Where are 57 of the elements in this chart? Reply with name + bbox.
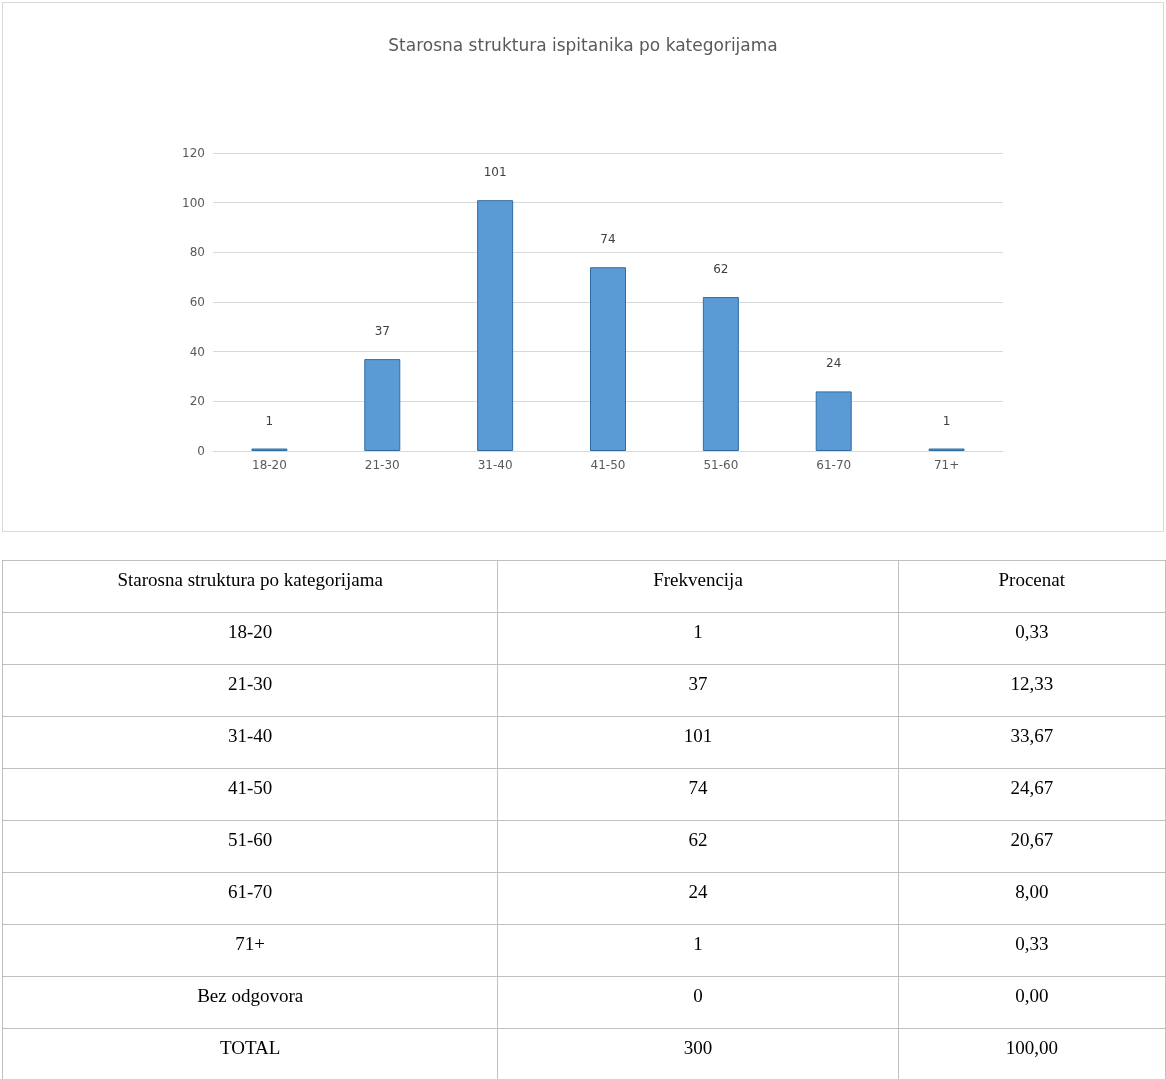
data-label: 1 [942, 413, 951, 428]
data-label: 101 [483, 165, 507, 180]
x-tick-label: 21-30 [364, 458, 400, 472]
data-label: 62 [497, 820, 898, 873]
category-label: Bez odgovora [2, 976, 498, 1029]
y-tick-label: 80 [189, 245, 205, 260]
y-tick-label: 0 [197, 444, 205, 458]
bar [364, 359, 401, 451]
data-label: 0,33 [898, 924, 1166, 977]
text: Procenat [898, 560, 1166, 613]
x-tick-label: 61-70 [816, 458, 852, 472]
data-label: 1 [497, 612, 898, 665]
data-label: 37 [497, 664, 898, 717]
data-label: 12,33 [898, 664, 1166, 717]
data-label: 0 [497, 976, 898, 1029]
data-label: 300 [497, 1028, 898, 1079]
data-label: 74 [497, 768, 898, 821]
data-label: 0,33 [898, 612, 1166, 665]
y-tick-label: 60 [189, 295, 205, 309]
x-tick-label: 51-60 [703, 458, 739, 472]
data-label: 20,67 [898, 820, 1166, 873]
x-tick-label: 71+ [933, 458, 960, 472]
x-tick-label: 18-20 [251, 458, 287, 472]
bar [477, 200, 514, 451]
y-tick-label: 120 [182, 146, 205, 160]
y-tick-label: 40 [189, 344, 205, 359]
data-label: 74 [600, 232, 616, 247]
data-label: 8,00 [898, 872, 1166, 925]
data-label: 37 [374, 324, 390, 339]
x-tick-label: 41-50 [590, 458, 626, 472]
y-tick-label: 100 [182, 195, 205, 210]
data-label: 24,67 [898, 768, 1166, 821]
chart-title: Starosna struktura ispitanika po kategorijama [388, 34, 778, 55]
data-label: 0,00 [898, 976, 1166, 1029]
bar [815, 391, 852, 451]
bar [590, 267, 626, 451]
data-label: 100,00 [898, 1028, 1166, 1079]
data-label: 33,67 [898, 716, 1166, 769]
category-label: 21-30 [2, 664, 498, 717]
text: Frekvencija [497, 560, 898, 613]
data-label: 1 [497, 924, 898, 977]
category-label: 31-40 [2, 716, 498, 769]
x-tick-label: 31-40 [477, 458, 513, 472]
data-label: 24 [497, 872, 898, 925]
category-label: TOTAL [2, 1028, 498, 1079]
category-label: 18-20 [2, 612, 498, 665]
data-label: 24 [826, 356, 842, 371]
category-label: 71+ [2, 924, 498, 977]
bar [702, 297, 739, 451]
category-label: 41-50 [2, 768, 498, 821]
y-tick-label: 20 [189, 394, 205, 409]
data-label: 101 [497, 716, 898, 769]
category-label: 51-60 [2, 820, 498, 873]
text: Starosna struktura po kategorijama [2, 560, 498, 613]
category-label: 61-70 [2, 872, 498, 925]
data-label: 62 [713, 262, 729, 277]
data-label: 1 [265, 413, 274, 428]
